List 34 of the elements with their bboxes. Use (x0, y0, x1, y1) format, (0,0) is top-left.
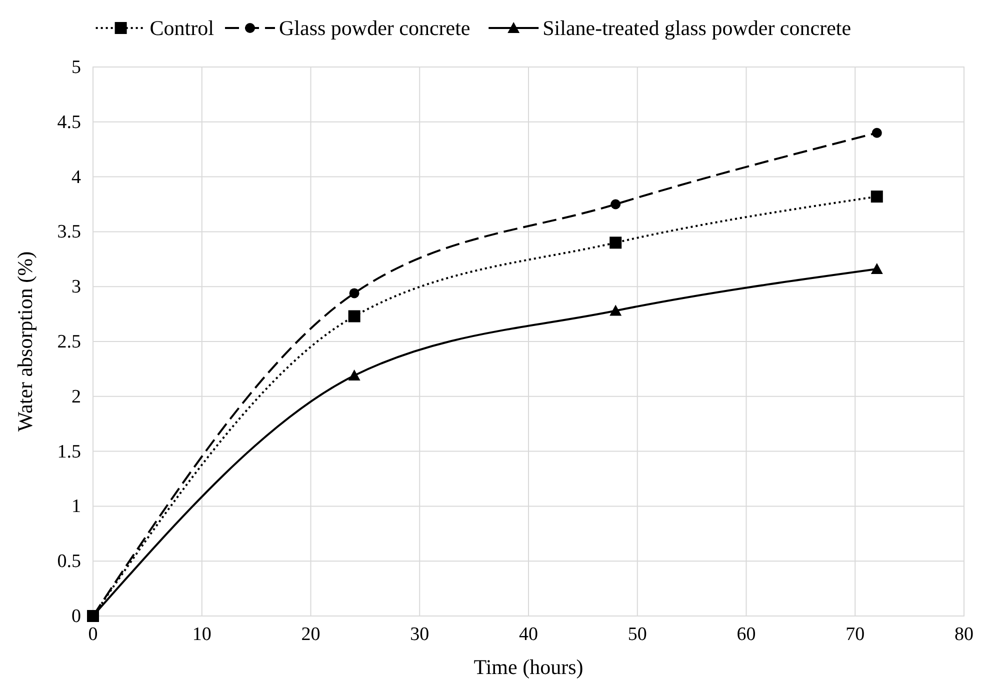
point (610, 199, 621, 210)
point (610, 236, 622, 249)
legend-label: Silane-treated glass powder concrete (542, 16, 852, 40)
y-tick-label: 1.5 (57, 441, 81, 462)
x-axis-title: Time (hours) (474, 655, 584, 679)
legend-label: Glass powder concrete (279, 16, 470, 40)
point (872, 128, 882, 138)
y-tick-label: 3.5 (57, 222, 81, 243)
y-tick-label: 0.5 (57, 551, 81, 572)
x-tick-label: 30 (410, 624, 430, 645)
y-tick-label: 5 (72, 57, 81, 78)
point (348, 370, 360, 381)
y-tick-label: 1 (72, 496, 81, 518)
x-tick-label: 50 (628, 624, 647, 645)
x-tick-label: 40 (519, 624, 538, 645)
y-tick-label: 4.5 (57, 112, 81, 133)
x-tick-label: 80 (954, 624, 974, 645)
x-tick-label: 10 (192, 624, 212, 645)
y-tick-label: 2.5 (57, 332, 81, 352)
y-axis-title: Water absorption (%) (13, 251, 37, 432)
x-tick-label: 0 (88, 624, 98, 645)
point (610, 304, 622, 316)
legend-label: Control (150, 16, 214, 40)
y-tick-label: 0 (72, 606, 81, 627)
point (348, 310, 360, 322)
y-tick-label: 3 (72, 276, 81, 298)
y-tick-label: 4 (72, 166, 82, 188)
point (870, 263, 883, 274)
y-tick-label: 2 (72, 386, 81, 408)
x-tick-label: 70 (846, 624, 865, 645)
x-tick-label: 60 (736, 624, 756, 645)
x-tick-label: 20 (301, 624, 320, 645)
point (349, 288, 360, 298)
point (870, 190, 883, 203)
